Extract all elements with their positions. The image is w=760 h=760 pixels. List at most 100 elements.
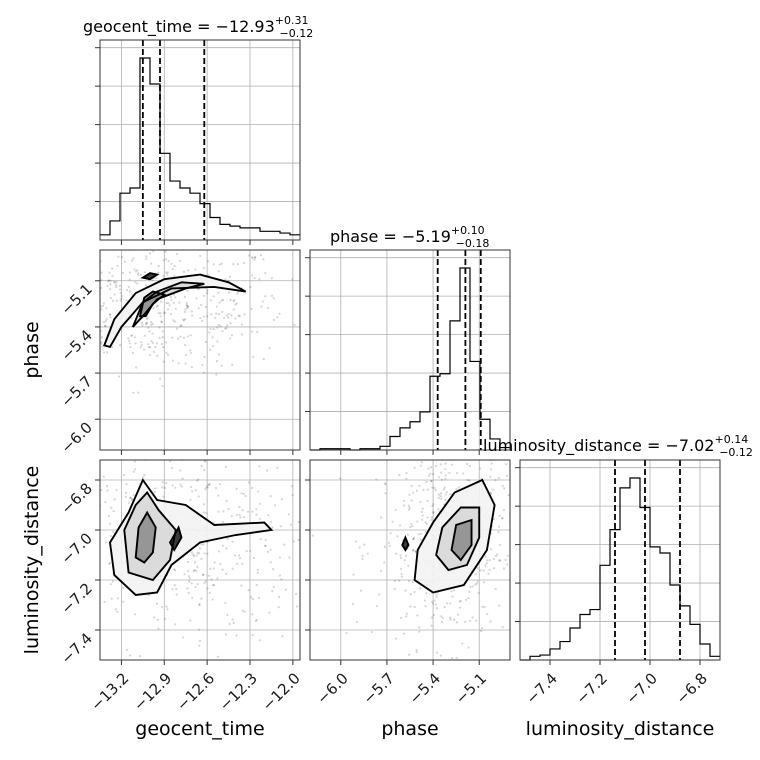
scatter-point — [182, 318, 185, 321]
scatter-point — [96, 338, 98, 340]
scatter-point — [256, 568, 260, 571]
scatter-point — [111, 580, 115, 583]
scatter-point — [48, 625, 50, 627]
scatter-point — [413, 466, 416, 469]
scatter-point — [190, 310, 194, 313]
scatter-point — [361, 557, 364, 561]
scatter-point — [314, 573, 316, 575]
scatter-point — [102, 321, 106, 324]
scatter-point — [275, 433, 277, 435]
scatter-point — [130, 334, 133, 337]
scatter-point — [152, 307, 155, 310]
scatter-point — [151, 279, 154, 282]
scatter-point — [388, 544, 391, 547]
scatter-point — [137, 272, 140, 275]
scatter-point — [145, 322, 148, 325]
scatter-point — [97, 572, 99, 574]
scatter-point — [155, 452, 157, 454]
scatter-point — [159, 315, 162, 318]
scatter-point — [336, 486, 338, 488]
scatter-point — [188, 580, 191, 583]
scatter-point — [269, 561, 272, 564]
scatter-point — [109, 242, 111, 244]
scatter-point — [95, 494, 97, 496]
scatter-point — [225, 314, 228, 317]
scatter-point — [100, 286, 103, 290]
contour-line — [138, 290, 167, 318]
scatter-point — [484, 555, 487, 558]
scatter-point — [107, 279, 110, 282]
scatter-point — [100, 308, 103, 311]
scatter-point — [69, 485, 71, 487]
scatter-point — [133, 336, 137, 339]
scatter-point — [161, 336, 164, 339]
scatter-point — [256, 330, 259, 334]
scatter-point — [238, 505, 241, 508]
scatter-point — [534, 560, 536, 562]
scatter-point — [278, 312, 281, 315]
scatter-point — [207, 574, 211, 577]
scatter-point — [455, 472, 459, 475]
scatter-point — [60, 293, 62, 295]
scatter-point — [158, 336, 161, 340]
scatter-point — [112, 280, 116, 283]
scatter-point — [10, 270, 12, 272]
tick-label-y-phase: −5.4 — [58, 326, 96, 364]
scatter-point — [531, 553, 533, 555]
scatter-point — [290, 445, 292, 447]
scatter-point — [265, 469, 269, 472]
scatter-point — [412, 491, 415, 494]
scatter-point — [190, 351, 193, 354]
scatter-point — [197, 495, 200, 498]
tick-label-x-phase: −5.7 — [359, 669, 397, 707]
scatter-point — [186, 289, 189, 292]
scatter-point — [394, 415, 396, 417]
scatter-point — [142, 476, 145, 479]
scatter-point — [100, 271, 103, 274]
scatter-point — [97, 585, 99, 587]
scatter-point — [492, 557, 495, 561]
scatter-point — [156, 354, 159, 358]
scatter-point — [110, 346, 114, 349]
joint-density — [10, 228, 296, 394]
scatter-point — [445, 602, 449, 605]
scatter-point — [383, 561, 386, 564]
scatter-point — [330, 593, 332, 595]
scatter-point — [295, 431, 297, 433]
scatter-point — [192, 570, 195, 573]
scatter-point — [475, 582, 478, 585]
scatter-point — [461, 642, 464, 645]
scatter-point — [109, 316, 112, 319]
tick-label-y-phase: −5.1 — [58, 280, 96, 318]
scatter-point — [358, 546, 361, 549]
scatter-point — [100, 488, 103, 492]
scatter-point — [501, 484, 504, 488]
scatter-point — [197, 241, 199, 243]
scatter-point — [346, 519, 348, 521]
scatter-point — [417, 533, 420, 536]
scatter-point — [104, 319, 107, 323]
scatter-point — [497, 531, 500, 534]
scatter-point — [418, 484, 421, 488]
scatter-point — [172, 568, 176, 571]
scatter-point — [517, 523, 519, 525]
scatter-point — [155, 305, 158, 308]
scatter-point — [129, 346, 132, 349]
scatter-point — [82, 234, 84, 236]
scatter-point — [255, 618, 258, 622]
contour-line — [450, 518, 473, 562]
joint-density — [48, 431, 348, 658]
scatter-point — [175, 228, 177, 230]
scatter-point — [109, 561, 112, 564]
scatter-point — [416, 520, 419, 523]
scatter-point — [453, 454, 455, 456]
xlabel-phase: phase — [381, 718, 438, 740]
scatter-point — [250, 307, 253, 311]
scatter-point — [474, 583, 477, 586]
scatter-point — [96, 257, 98, 259]
scatter-point — [190, 365, 193, 369]
scatter-point — [136, 269, 139, 272]
scatter-point — [477, 591, 480, 595]
scatter-point — [150, 262, 153, 265]
scatter-point — [65, 333, 67, 335]
